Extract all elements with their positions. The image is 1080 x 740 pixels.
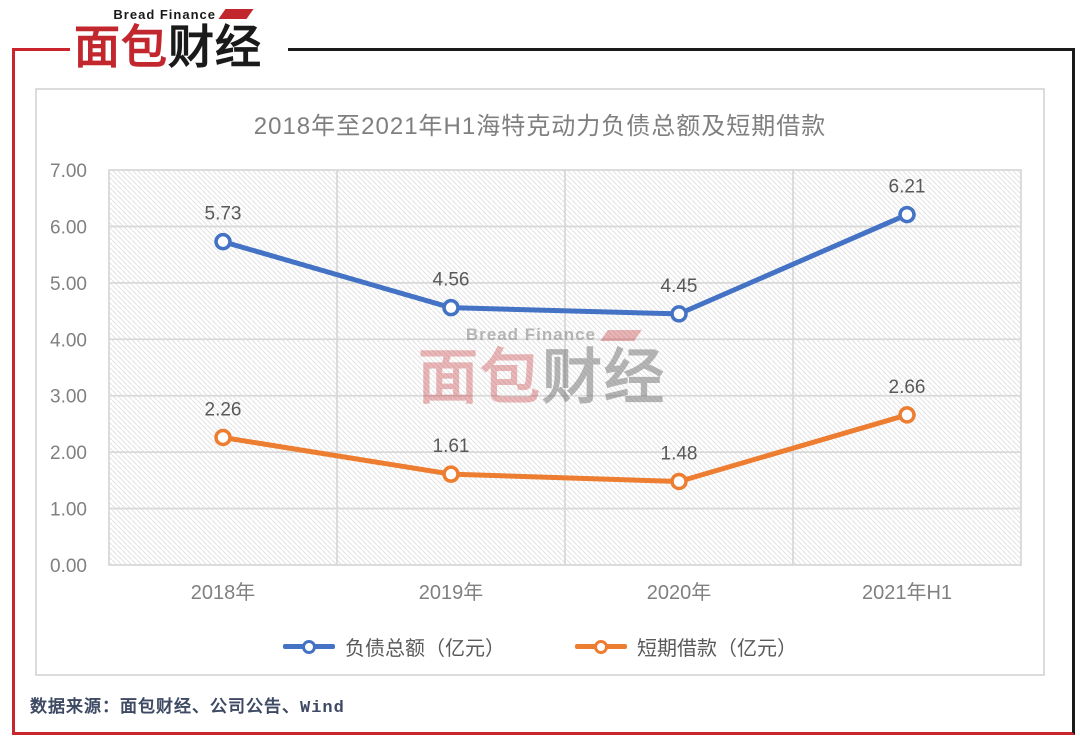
legend-marker-dot-icon — [594, 639, 608, 654]
frame-top-red-line — [12, 48, 74, 51]
legend-label: 负债总额（亿元） — [345, 638, 505, 660]
logo-subtitle: Bread Finance — [113, 6, 216, 22]
y-axis-tick-label: 5.00 — [50, 274, 87, 295]
legend-marker-icon — [575, 639, 627, 654]
data-point-marker — [214, 428, 232, 447]
y-axis-tick-label: 0.00 — [50, 556, 87, 577]
data-label: 2.66 — [889, 377, 926, 398]
series-line — [220, 212, 910, 317]
data-point-marker — [442, 465, 460, 483]
chart-plot-svg: 0.00 1.00 2.00 3.00 4.00 5.00 6.00 7.00 2018年 201… — [50, 161, 1022, 604]
logo-flag-icon — [218, 9, 254, 19]
y-axis-tick-label: 2.00 — [50, 443, 87, 464]
y-axis-tick-label: 1.00 — [50, 500, 87, 521]
y-axis-tick-label: 3.00 — [50, 387, 87, 408]
page-frame — [12, 48, 1075, 735]
data-point-marker — [442, 298, 460, 317]
data-label: 5.73 — [205, 204, 242, 225]
data-label: 4.45 — [661, 276, 698, 297]
chart-title: 2018年至2021年H1海特克动力负债总额及短期借款 — [253, 113, 827, 140]
source-note: 数据来源：面包财经、公司公告、Wind — [30, 699, 345, 718]
data-point-marker — [670, 305, 688, 323]
data-label: 6.21 — [889, 177, 926, 198]
logo-wordmark: 面包财经 — [74, 22, 262, 72]
x-axis-tick-label: 2019年 — [419, 581, 484, 604]
brand-logo: Bread Finance 面包财经 — [70, 4, 270, 76]
data-point-marker — [898, 205, 916, 224]
frame-top-black-line — [288, 48, 1072, 51]
x-axis-tick-label: 2021年H1 — [862, 581, 952, 604]
data-point-marker — [670, 472, 688, 491]
legend-item: 短期借款（亿元） — [575, 632, 797, 661]
data-label: 4.56 — [433, 270, 470, 291]
logo-text-red: 面包 — [74, 21, 168, 73]
chart-container: 2018年至2021年H1海特克动力负债总额及短期借款 0.00 1.00 2.00… — [35, 88, 1045, 676]
chart-legend: 负债总额（亿元） 短期借款（亿元） — [37, 632, 1043, 661]
data-label: 1.48 — [661, 443, 698, 464]
legend-label: 短期借款（亿元） — [637, 638, 797, 660]
y-axis-tick-label: 7.00 — [50, 161, 87, 182]
data-point-marker — [898, 406, 916, 424]
legend-item: 负债总额（亿元） — [283, 632, 505, 661]
legend-marker-icon — [283, 639, 335, 654]
y-axis-tick-label: 4.00 — [50, 330, 87, 351]
x-axis-tick-label: 2018年 — [191, 581, 256, 604]
x-axis-tick-label: 2020年 — [647, 581, 712, 604]
logo-text-black: 财经 — [168, 21, 262, 73]
data-point-marker — [214, 232, 232, 251]
logo-top-row: Bread Finance — [74, 6, 254, 22]
series-line — [220, 412, 910, 484]
data-label: 2.26 — [205, 399, 242, 420]
y-axis-tick-label: 6.00 — [50, 217, 87, 238]
legend-marker-dot-icon — [302, 639, 316, 654]
data-label: 1.61 — [433, 436, 470, 457]
